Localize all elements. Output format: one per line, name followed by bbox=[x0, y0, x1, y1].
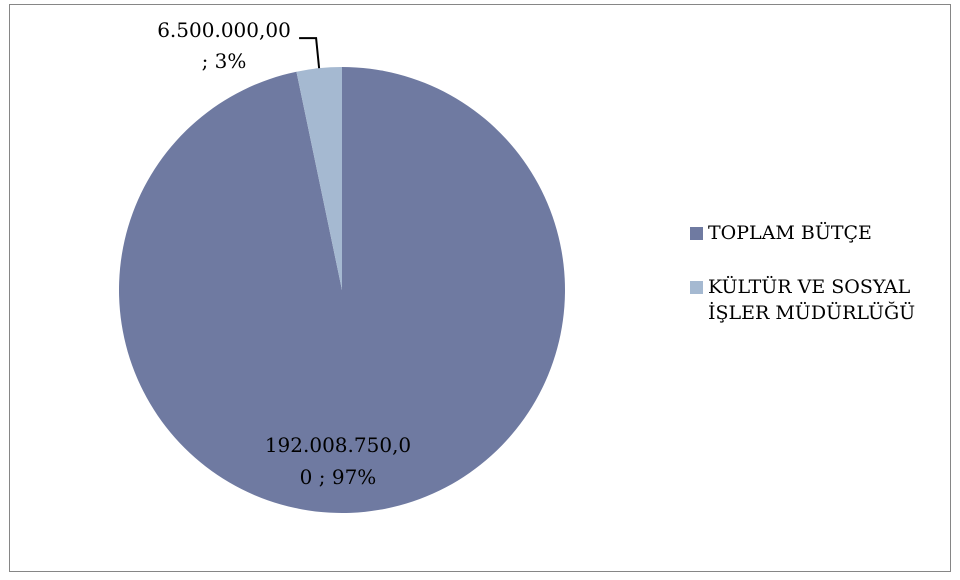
pie-slice-1 bbox=[119, 67, 566, 513]
legend-swatch bbox=[690, 227, 703, 240]
legend-label-line-2: İŞLER MÜDÜRLÜĞÜ bbox=[708, 302, 916, 324]
data-label-large-1: 192.008.750,0 bbox=[265, 433, 411, 457]
leader-line bbox=[299, 37, 321, 69]
legend: TOPLAM BÜTÇE KÜLTÜR VE SOSYAL İŞLER MÜDÜ… bbox=[690, 220, 950, 354]
legend-item-kultur-sosyal: KÜLTÜR VE SOSYAL İŞLER MÜDÜRLÜĞÜ bbox=[690, 274, 950, 326]
data-label-small-1: 6.500.000,00 bbox=[157, 18, 291, 42]
data-label-large-2: 0 ; 97% bbox=[300, 465, 377, 489]
legend-item-toplam-butce: TOPLAM BÜTÇE bbox=[690, 220, 950, 246]
legend-label-line-1: KÜLTÜR VE SOSYAL bbox=[708, 276, 911, 298]
data-label-small-2: ; 3% bbox=[202, 49, 247, 73]
pie-slice-2 bbox=[296, 67, 342, 290]
legend-label: TOPLAM BÜTÇE bbox=[708, 222, 872, 244]
legend-swatch bbox=[690, 281, 703, 294]
